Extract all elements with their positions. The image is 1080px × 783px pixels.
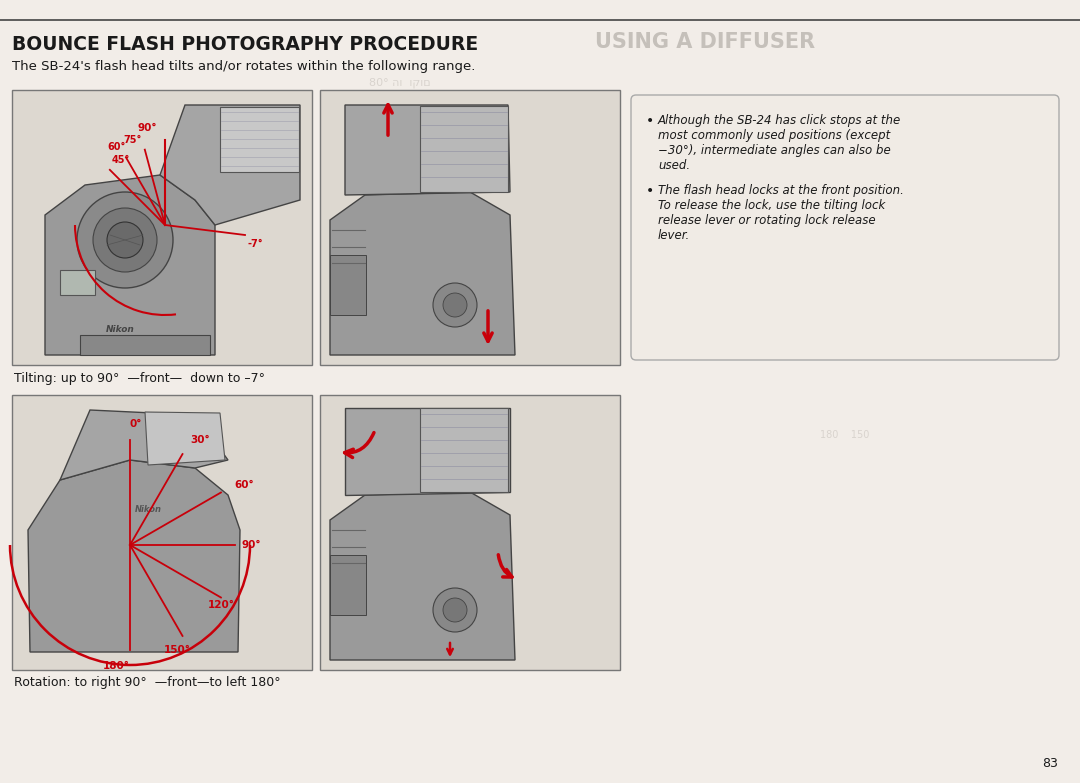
Text: The SB-24's flash head tilts and/or rotates within the following range.: The SB-24's flash head tilts and/or rota…: [12, 60, 475, 73]
Text: BOUNCE FLASH PHOTOGRAPHY PROCEDURE: BOUNCE FLASH PHOTOGRAPHY PROCEDURE: [12, 35, 478, 54]
Circle shape: [443, 598, 467, 622]
Polygon shape: [28, 460, 240, 652]
Text: 150°: 150°: [164, 644, 190, 655]
FancyBboxPatch shape: [631, 95, 1059, 360]
Bar: [320, 90, 620, 365]
Text: 75°: 75°: [123, 135, 141, 145]
Text: −30°), intermediate angles can also be: −30°), intermediate angles can also be: [658, 144, 891, 157]
Text: 80° הו  וקום: 80° הו וקום: [369, 78, 431, 88]
Text: 0°: 0°: [130, 419, 143, 429]
Bar: [60, 270, 95, 295]
Text: -7°: -7°: [248, 239, 264, 249]
Polygon shape: [45, 175, 215, 355]
Circle shape: [77, 192, 173, 288]
Text: 120°: 120°: [208, 601, 234, 611]
Bar: [330, 255, 366, 315]
Polygon shape: [345, 408, 510, 495]
Bar: [330, 555, 366, 615]
Polygon shape: [330, 492, 515, 660]
Text: Nikon: Nikon: [135, 506, 162, 514]
Polygon shape: [420, 106, 508, 192]
Polygon shape: [220, 107, 299, 172]
Circle shape: [93, 208, 157, 272]
Text: •: •: [646, 114, 654, 128]
Polygon shape: [345, 105, 510, 195]
Text: Tilting: up to 90°  —front—  down to –7°: Tilting: up to 90° —front— down to –7°: [14, 372, 265, 385]
Text: USING A DIFFUSER: USING A DIFFUSER: [595, 32, 815, 52]
Circle shape: [443, 293, 467, 317]
Bar: [12, 90, 312, 365]
Bar: [12, 395, 312, 670]
Text: Although the SB-24 has click stops at the: Although the SB-24 has click stops at th…: [658, 114, 901, 127]
Polygon shape: [160, 105, 300, 225]
Polygon shape: [145, 412, 225, 465]
Polygon shape: [80, 335, 210, 355]
Text: The flash head locks at the front position.: The flash head locks at the front positi…: [658, 184, 904, 197]
Circle shape: [107, 222, 143, 258]
Text: 90°: 90°: [137, 123, 157, 133]
Text: 60°: 60°: [234, 479, 255, 489]
Polygon shape: [420, 408, 508, 492]
Text: release lever or rotating lock release: release lever or rotating lock release: [658, 214, 876, 227]
Text: •: •: [646, 184, 654, 198]
Text: 83: 83: [1042, 757, 1058, 770]
Text: used.: used.: [658, 159, 690, 172]
Bar: [320, 395, 620, 670]
Text: Rotation: to right 90°  —front—to left 180°: Rotation: to right 90° —front—to left 18…: [14, 676, 281, 689]
Polygon shape: [60, 410, 228, 480]
Text: 30°: 30°: [190, 435, 211, 446]
Text: Nikon: Nikon: [106, 326, 134, 334]
Circle shape: [433, 588, 477, 632]
Text: lever.: lever.: [658, 229, 690, 242]
Polygon shape: [330, 192, 515, 355]
Text: 45°: 45°: [112, 155, 131, 165]
Text: 180    150: 180 150: [820, 430, 869, 440]
Text: When shooting from the
original position, the shooting
panel disappear, because : When shooting from the original position…: [820, 300, 976, 340]
Text: To release the lock, use the tilting lock: To release the lock, use the tilting loc…: [658, 199, 886, 212]
Text: 60°: 60°: [108, 143, 126, 153]
Text: most commonly used positions (except: most commonly used positions (except: [658, 129, 890, 142]
Circle shape: [433, 283, 477, 327]
Text: 180°: 180°: [103, 661, 130, 671]
Text: 90°: 90°: [241, 540, 260, 550]
